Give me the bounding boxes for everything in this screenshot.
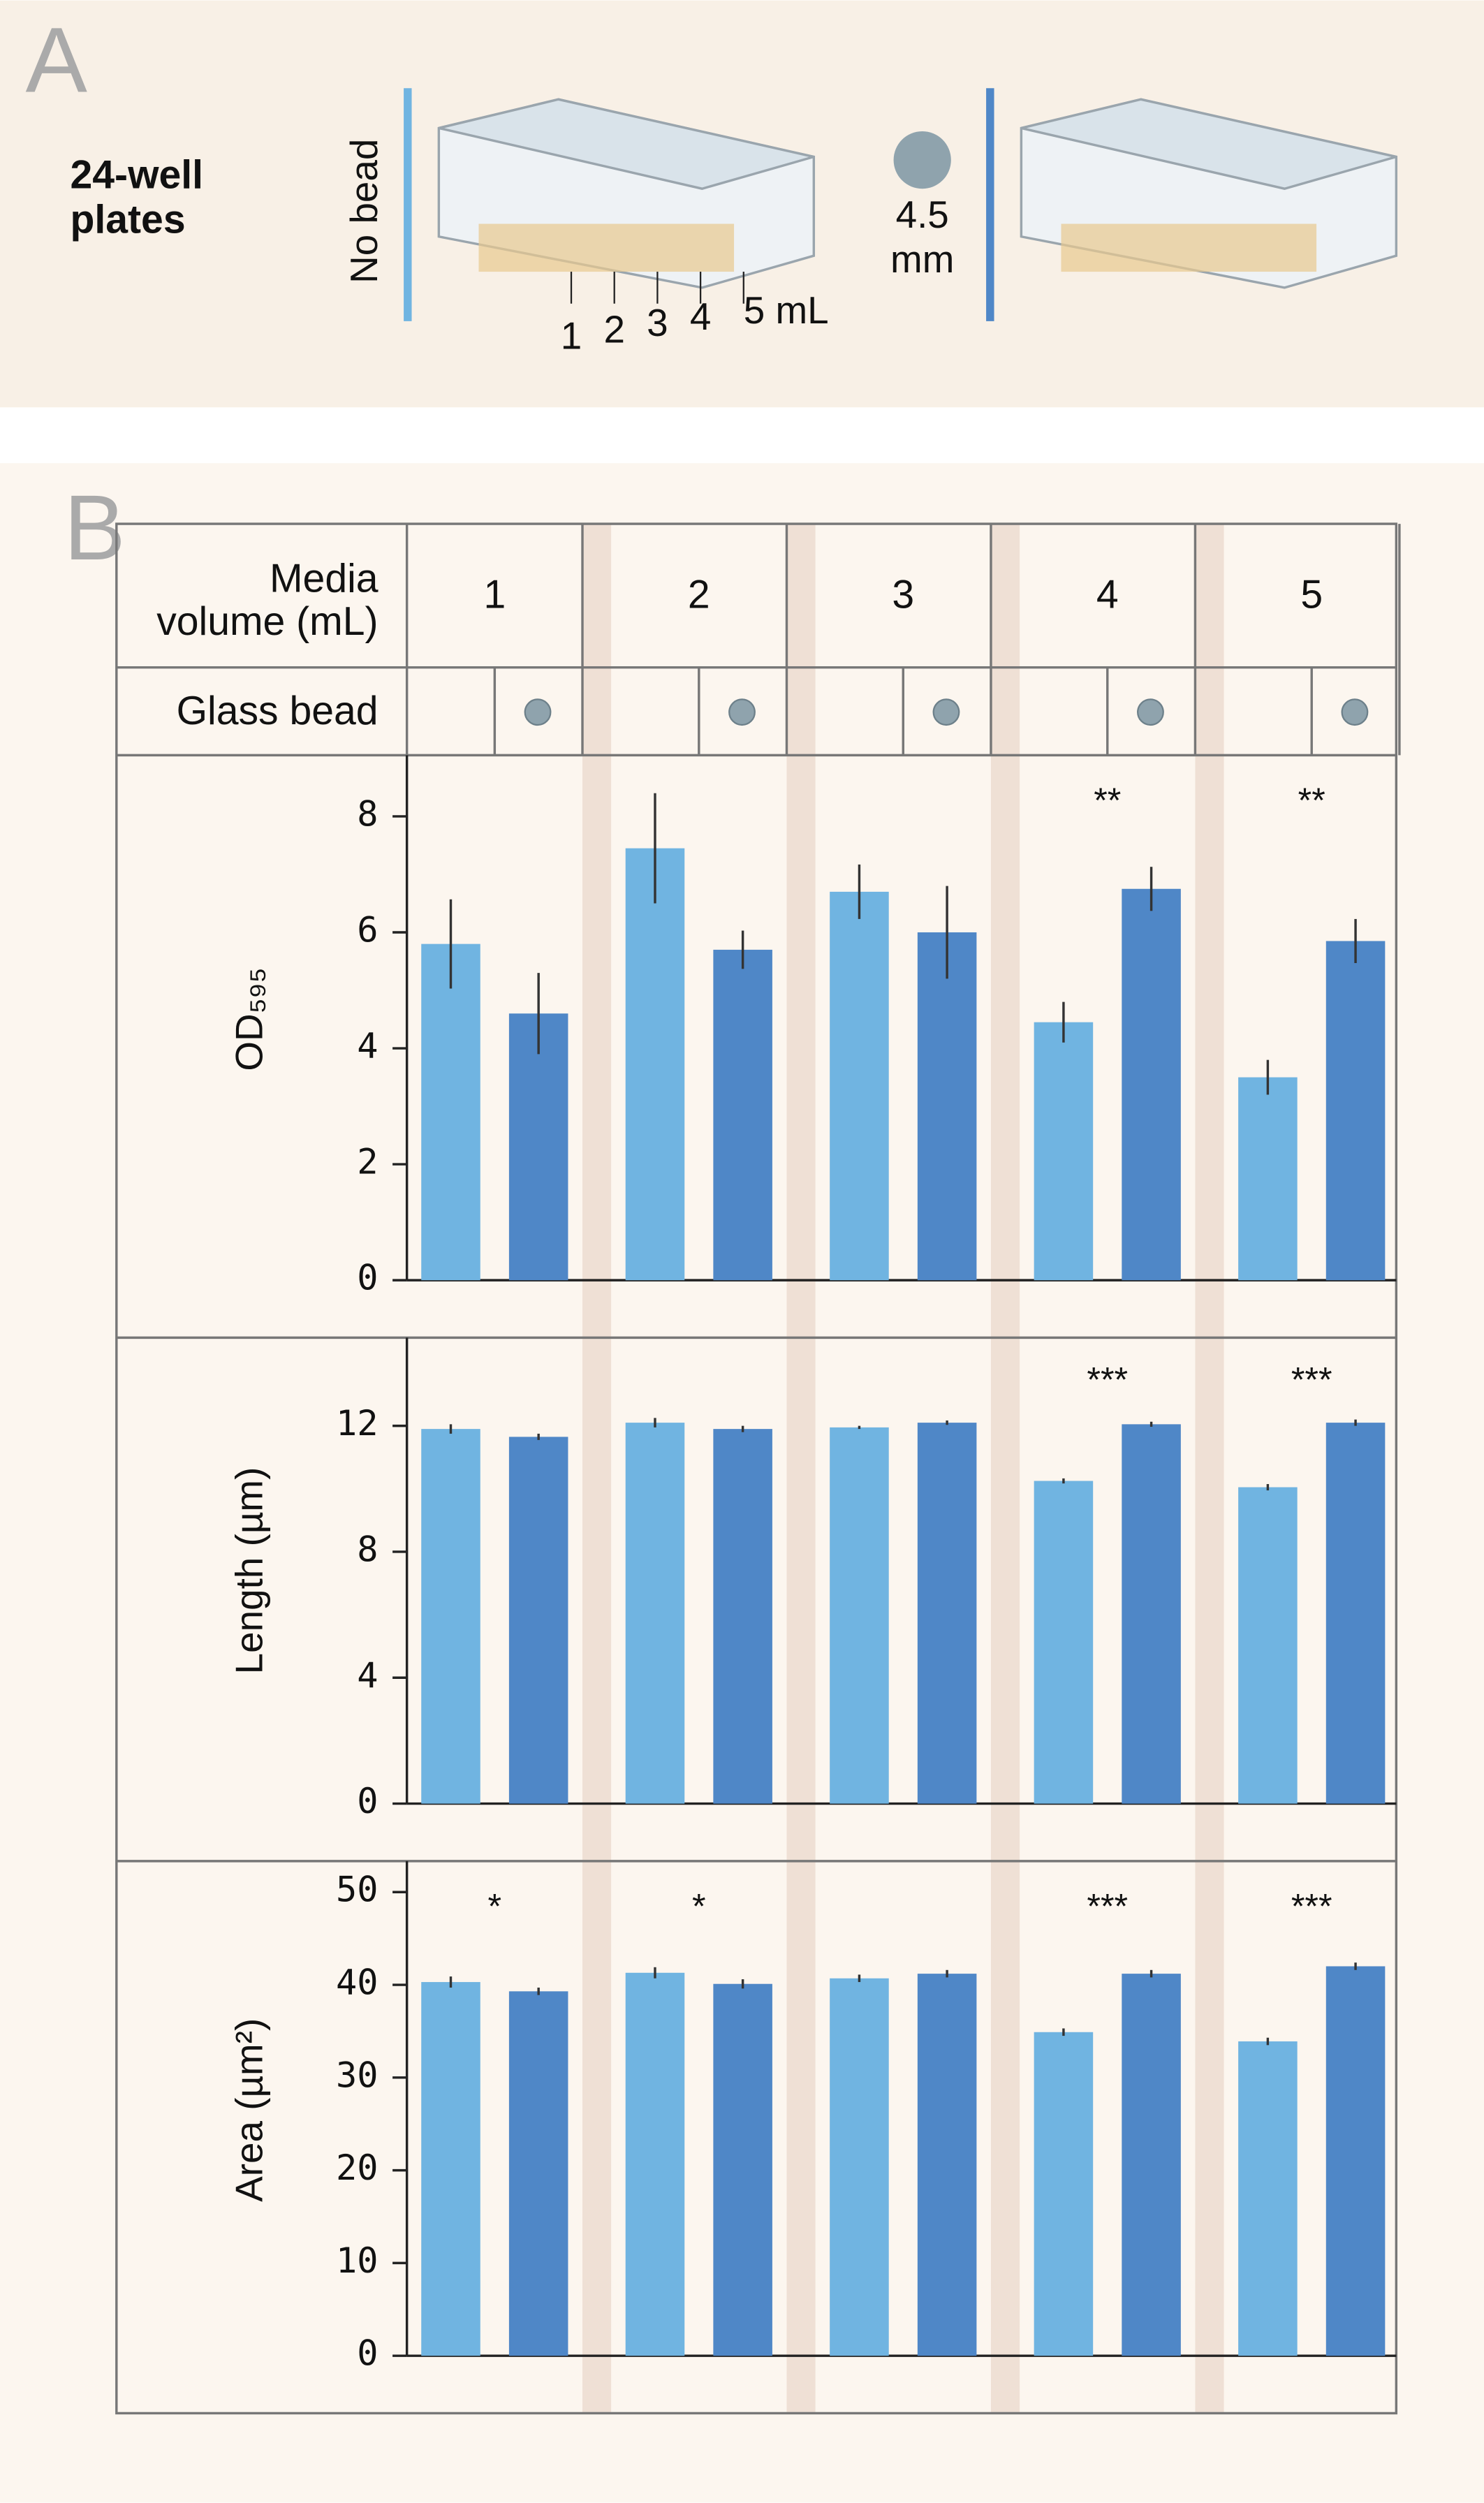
- bar: [421, 1429, 480, 1804]
- group-spacer: [582, 524, 612, 2414]
- group-spacer: [1195, 524, 1224, 2414]
- group-spacer: [786, 524, 816, 2414]
- y-axis-title: Area (µm²): [228, 2018, 271, 2202]
- bar: [508, 1991, 568, 2356]
- bar: [1034, 1481, 1094, 1804]
- category-label: 5: [1300, 572, 1323, 617]
- volume-label: 4: [690, 295, 712, 338]
- y-tick-label: 0: [357, 1257, 378, 1298]
- bead-icon: [932, 698, 960, 726]
- y-tick-label: 20: [336, 2147, 379, 2188]
- significance: ***: [1291, 1360, 1332, 1400]
- volume-label: 2: [603, 307, 625, 351]
- y-axis-title: Length (µm): [228, 1467, 271, 1675]
- bar: [713, 1983, 772, 2356]
- significance: ***: [1087, 1360, 1128, 1400]
- bar: [1325, 1966, 1386, 2356]
- panel-letter: A: [26, 9, 88, 112]
- group-spacer: [990, 524, 1020, 2414]
- frame: [115, 522, 1398, 2415]
- bead-icon: [524, 698, 552, 726]
- significance: ***: [1087, 1887, 1128, 1926]
- y-tick-label: 4: [357, 1025, 378, 1066]
- y-tick-label: 50: [336, 1869, 379, 1910]
- bar: [421, 1982, 480, 2356]
- significance: **: [1094, 781, 1121, 820]
- y-tick-label: 6: [357, 909, 378, 950]
- bead-header: Glass bead: [177, 689, 379, 733]
- plate-illustration: [437, 98, 816, 289]
- bar: [1122, 1974, 1181, 2356]
- panel-a-title: 24-well: [71, 152, 203, 197]
- bar: [713, 1429, 772, 1804]
- significance: *: [488, 1887, 502, 1926]
- bar: [1238, 1077, 1298, 1281]
- category-label: 2: [688, 572, 710, 617]
- bar: [1034, 1022, 1094, 1281]
- y-tick-label: 30: [336, 2054, 379, 2095]
- bar: [830, 1978, 889, 2356]
- bead-size: mm: [890, 237, 954, 281]
- bar: [508, 1013, 568, 1281]
- bar: [1238, 2041, 1298, 2356]
- bar: [713, 949, 772, 1281]
- bar: [917, 1423, 977, 1804]
- bar: [625, 1972, 685, 2356]
- bead-icon: [728, 698, 756, 726]
- y-tick-label: 40: [336, 1962, 379, 2003]
- panel-letter: B: [64, 476, 125, 580]
- y-tick-label: 0: [357, 1780, 378, 1821]
- bar: [1122, 888, 1181, 1281]
- bar: [1325, 941, 1386, 1281]
- bar: [1122, 1424, 1181, 1804]
- volume-header: Media: [270, 556, 379, 601]
- panel-a-title: plates: [71, 197, 186, 242]
- divider: [986, 88, 994, 321]
- category-label: 1: [483, 572, 506, 617]
- plate-illustration: [1020, 98, 1398, 289]
- bar: [1034, 2032, 1094, 2356]
- bar: [625, 848, 685, 1281]
- bead-icon: [893, 131, 951, 189]
- y-tick-label: 0: [357, 2333, 378, 2374]
- bead-icon: [1137, 698, 1164, 726]
- significance: ***: [1291, 1887, 1332, 1926]
- significance: *: [692, 1887, 706, 1926]
- bar: [1325, 1423, 1386, 1804]
- volume-label: 3: [647, 301, 668, 344]
- no-bead-label: No bead: [342, 139, 385, 284]
- divider: [404, 88, 412, 321]
- volume-label: 5 mL: [744, 288, 829, 332]
- y-tick-label: 4: [357, 1654, 378, 1696]
- y-tick-label: 10: [336, 2240, 379, 2281]
- significance: **: [1298, 781, 1325, 820]
- volume-label: 1: [561, 314, 582, 357]
- bar: [508, 1437, 568, 1804]
- bar: [625, 1423, 685, 1804]
- bar: [1238, 1487, 1298, 1804]
- y-tick-label: 12: [336, 1402, 379, 1444]
- bar: [421, 944, 480, 1281]
- bar: [917, 932, 977, 1281]
- category-label: 4: [1096, 572, 1119, 617]
- y-axis-title: OD₅₉₅: [228, 967, 271, 1071]
- bar: [917, 1974, 977, 2356]
- category-label: 3: [892, 572, 914, 617]
- y-tick-label: 8: [357, 793, 378, 834]
- bead-size: 4.5: [896, 193, 949, 236]
- bar: [830, 1427, 889, 1804]
- bead-icon: [1341, 698, 1369, 726]
- bar: [830, 891, 889, 1281]
- y-tick-label: 8: [357, 1528, 378, 1569]
- volume-header: volume (mL): [156, 599, 378, 644]
- y-tick-label: 2: [357, 1141, 378, 1182]
